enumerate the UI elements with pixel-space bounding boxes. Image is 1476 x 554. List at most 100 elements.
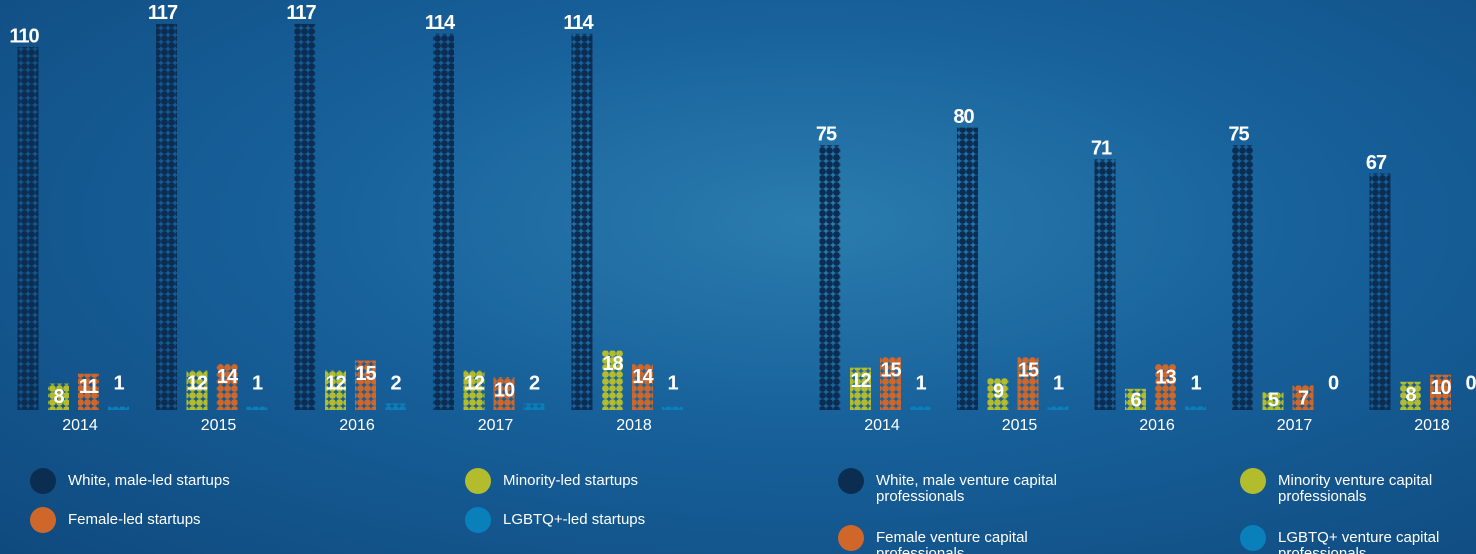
data-label: 9 bbox=[993, 381, 1004, 403]
bar bbox=[108, 406, 129, 410]
bar bbox=[1125, 388, 1146, 410]
data-label: 0 bbox=[1465, 372, 1476, 394]
data-label: 8 bbox=[1405, 384, 1416, 406]
legend-item: Female venture capital professionals bbox=[838, 525, 1068, 554]
data-label: 14 bbox=[217, 366, 239, 388]
data-label: 10 bbox=[494, 379, 515, 401]
data-label: 10 bbox=[1430, 377, 1451, 399]
bar bbox=[1017, 357, 1039, 410]
x-tick-label: 2017 bbox=[478, 417, 514, 434]
legend-label: Minority-led startups bbox=[503, 472, 639, 489]
bar bbox=[156, 23, 177, 411]
bar bbox=[186, 370, 208, 410]
data-label: 80 bbox=[953, 106, 974, 128]
legend-label: Female venture capital professionals bbox=[876, 529, 1028, 554]
data-label: 12 bbox=[464, 373, 485, 395]
bar bbox=[1155, 364, 1176, 410]
bar bbox=[1185, 406, 1206, 410]
bar bbox=[48, 383, 69, 410]
bar bbox=[957, 127, 978, 410]
x-tick-label: 2018 bbox=[1414, 417, 1450, 434]
bar bbox=[294, 23, 316, 411]
bar bbox=[433, 33, 454, 411]
data-label: 11 bbox=[79, 376, 99, 398]
legend-swatch bbox=[1240, 468, 1266, 494]
legend-label: White, male-led startups bbox=[68, 472, 230, 489]
legend-item: Female-led startups bbox=[30, 507, 360, 533]
bar bbox=[1232, 145, 1253, 410]
bar bbox=[1369, 173, 1391, 410]
bar bbox=[385, 403, 406, 410]
bar bbox=[1292, 385, 1314, 410]
data-label: 1 bbox=[1053, 372, 1064, 394]
bar bbox=[1430, 374, 1451, 410]
bar bbox=[246, 406, 268, 410]
x-tick-label: 2014 bbox=[864, 417, 900, 434]
bar bbox=[325, 370, 346, 410]
data-label: 1 bbox=[1190, 372, 1201, 394]
data-label: 75 bbox=[1228, 124, 1249, 146]
bar bbox=[910, 406, 931, 410]
data-label: 12 bbox=[850, 370, 871, 392]
legend-label: LGBTQ+-led startups bbox=[503, 511, 646, 528]
bar bbox=[17, 47, 39, 410]
bar bbox=[571, 33, 593, 411]
data-label: 75 bbox=[816, 124, 837, 146]
data-label: 15 bbox=[1018, 359, 1039, 381]
x-tick-label: 2016 bbox=[339, 417, 375, 434]
data-label: 67 bbox=[1366, 152, 1387, 174]
legend-swatch bbox=[1240, 525, 1266, 551]
x-tick-label: 2015 bbox=[1002, 417, 1038, 434]
data-label: 114 bbox=[563, 12, 594, 34]
data-label: 15 bbox=[880, 359, 901, 381]
legend-label: White, male venture capital professional… bbox=[876, 472, 1057, 505]
legend-item: Minority-led startups bbox=[465, 468, 795, 494]
data-label: 14 bbox=[632, 366, 654, 388]
data-label: 6 bbox=[1130, 389, 1141, 411]
bar bbox=[602, 350, 623, 410]
data-label: 71 bbox=[1091, 138, 1112, 160]
bar bbox=[819, 145, 841, 410]
bar bbox=[1094, 159, 1116, 410]
data-label: 15 bbox=[355, 363, 376, 385]
bar bbox=[523, 403, 545, 410]
data-label: 1 bbox=[667, 372, 678, 394]
data-label: 1 bbox=[113, 372, 124, 394]
bar bbox=[1400, 381, 1421, 410]
x-tick-label: 2016 bbox=[1139, 417, 1175, 434]
legend-swatch bbox=[838, 468, 864, 494]
data-label: 12 bbox=[187, 373, 208, 395]
legend-swatch bbox=[30, 507, 56, 533]
legend-swatch bbox=[838, 525, 864, 551]
data-label: 12 bbox=[325, 373, 346, 395]
data-label: 2 bbox=[529, 372, 540, 394]
legend-label: LGBTQ+ venture capital professionals bbox=[1278, 529, 1440, 554]
data-label: 1 bbox=[915, 372, 926, 394]
bar bbox=[355, 360, 376, 410]
data-label: 18 bbox=[602, 353, 623, 375]
bar bbox=[850, 367, 871, 410]
legend-item: Minority venture capital professionals bbox=[1240, 468, 1470, 505]
bar bbox=[216, 363, 238, 410]
x-tick-label: 2014 bbox=[62, 417, 98, 434]
legend-item: LGBTQ+ venture capital professionals bbox=[1240, 525, 1470, 554]
bar bbox=[662, 406, 683, 410]
data-label: 1 bbox=[252, 372, 263, 394]
data-label: 5 bbox=[1268, 389, 1279, 411]
data-label: 117 bbox=[148, 2, 178, 24]
bar bbox=[463, 370, 485, 410]
legend-item: LGBTQ+-led startups bbox=[465, 507, 795, 533]
data-label: 114 bbox=[425, 12, 456, 34]
bar bbox=[1047, 406, 1069, 410]
legend-swatch bbox=[30, 468, 56, 494]
bar bbox=[987, 378, 1009, 410]
bar bbox=[78, 373, 99, 410]
legend-item: White, male venture capital professional… bbox=[838, 468, 1068, 505]
legend-item: White, male-led startups bbox=[30, 468, 360, 494]
legend-swatch bbox=[465, 468, 491, 494]
data-label: 2 bbox=[390, 372, 401, 394]
legend-swatch bbox=[465, 507, 491, 533]
data-label: 7 bbox=[1298, 388, 1309, 410]
